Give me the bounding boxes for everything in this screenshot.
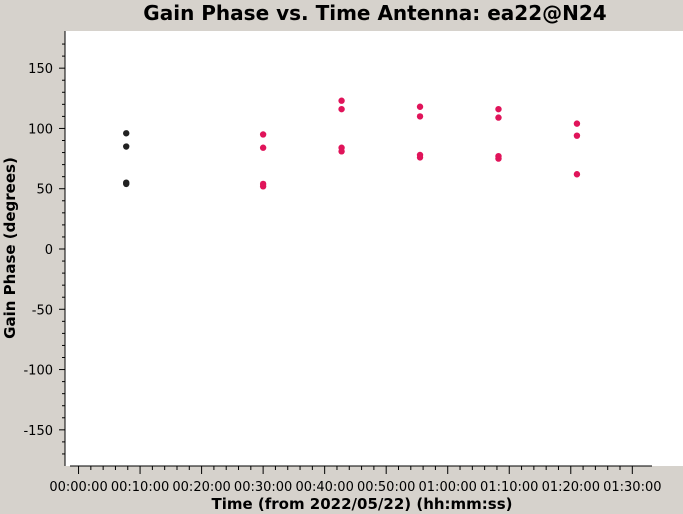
data-point bbox=[416, 113, 424, 120]
data-point bbox=[123, 143, 130, 150]
data-point bbox=[338, 97, 345, 104]
x-tick-label: 01:30:00 bbox=[603, 480, 661, 495]
x-axis: 00:00:00 00:10:00 00:20:00 00:30:00 00:40:00… bbox=[49, 465, 662, 495]
data-point bbox=[573, 132, 581, 139]
x-axis-label: Time (from 2022/05/22) (hh:mm:ss) bbox=[211, 495, 512, 513]
y-tick-label: 0 bbox=[45, 243, 53, 258]
x-tick-label: 01:10:00 bbox=[480, 480, 538, 495]
x-tick-label: 01:20:00 bbox=[542, 480, 600, 495]
x-tick-label: 00:30:00 bbox=[234, 480, 292, 495]
plot-area bbox=[65, 31, 683, 466]
x-tick-label: 00:00:00 bbox=[49, 480, 107, 495]
data-point bbox=[259, 183, 267, 190]
y-tick-label: 50 bbox=[36, 183, 53, 198]
x-tick-label: 00:20:00 bbox=[172, 480, 230, 495]
y-axis-label: Gain Phase (degrees) bbox=[1, 157, 19, 339]
data-point bbox=[573, 120, 581, 127]
y-tick-label: -100 bbox=[23, 364, 53, 379]
data-point bbox=[259, 144, 267, 151]
y-tick-label: 150 bbox=[28, 62, 53, 77]
data-point bbox=[338, 148, 345, 155]
data-point bbox=[573, 171, 581, 178]
y-tick-label: -50 bbox=[32, 303, 53, 318]
data-point bbox=[123, 180, 130, 188]
data-point bbox=[259, 131, 267, 138]
y-tick-label: -150 bbox=[23, 424, 53, 439]
data-point bbox=[123, 130, 130, 137]
data-point bbox=[338, 105, 345, 113]
data-point bbox=[495, 114, 502, 121]
y-axis: 150 100 50 0 -50 -100 -150 bbox=[23, 31, 66, 466]
x-tick-label: 00:10:00 bbox=[111, 480, 169, 495]
data-point bbox=[495, 105, 502, 113]
x-tick-label: 00:50:00 bbox=[357, 480, 415, 495]
x-tick-label: 00:40:00 bbox=[295, 480, 353, 495]
chart-title: Gain Phase vs. Time Antenna: ea22@N24 bbox=[143, 1, 606, 25]
y-tick-label: 100 bbox=[28, 122, 53, 137]
data-point bbox=[416, 154, 424, 161]
data-point bbox=[495, 155, 502, 162]
data-point bbox=[416, 103, 424, 110]
data-points bbox=[123, 97, 581, 190]
x-tick-label: 01:00:00 bbox=[419, 480, 477, 495]
